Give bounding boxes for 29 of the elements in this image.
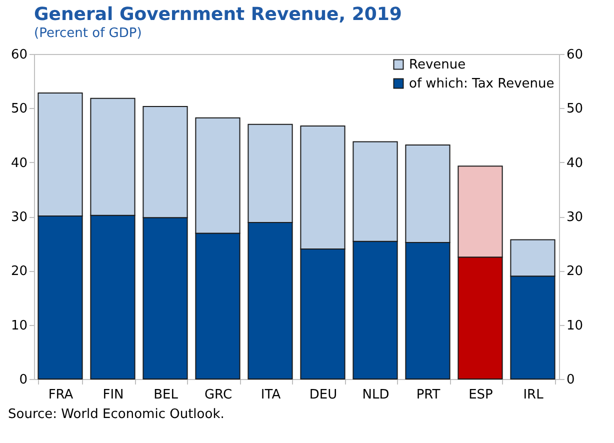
- x-tick-label: ESP: [468, 388, 494, 402]
- x-tick-label: BEL: [154, 388, 179, 402]
- legend-label: Revenue: [409, 58, 466, 72]
- y2-tick-label: 0: [566, 372, 575, 388]
- legend-label: of which: Tax Revenue: [409, 76, 554, 92]
- x-tick-label: IRL: [523, 388, 544, 402]
- x-tick-label: ITA: [260, 388, 281, 402]
- x-tick-label: FRA: [48, 388, 74, 402]
- y2-tick-label: 30: [566, 210, 584, 225]
- y-tick-label: 40: [10, 156, 28, 171]
- chart-subtitle: (Percent of GDP): [34, 26, 142, 41]
- y-tick-label: 20: [10, 264, 28, 280]
- x-tick-label: PRT: [416, 388, 440, 402]
- y2-tick-label: 50: [566, 102, 584, 117]
- source-note: Source: World Economic Outlook.: [8, 407, 226, 422]
- x-tick-label: NLD: [362, 388, 390, 402]
- y-tick-label: 30: [10, 210, 28, 225]
- y2-tick-label: 10: [566, 318, 584, 334]
- y-tick-label: 50: [10, 102, 28, 117]
- x-tick-label: DEU: [309, 388, 338, 402]
- y-tick-label: 60: [10, 48, 28, 62]
- x-tick-label: GRC: [204, 388, 232, 402]
- chart-title: General Government Revenue, 2019: [34, 4, 402, 25]
- y2-tick-label: 20: [566, 264, 584, 280]
- y2-tick-label: 60: [566, 48, 584, 62]
- y2-tick-label: 40: [566, 156, 584, 171]
- y-tick-label: 10: [10, 318, 28, 334]
- y-tick-label: 0: [19, 372, 28, 388]
- x-tick-label: FIN: [102, 388, 124, 402]
